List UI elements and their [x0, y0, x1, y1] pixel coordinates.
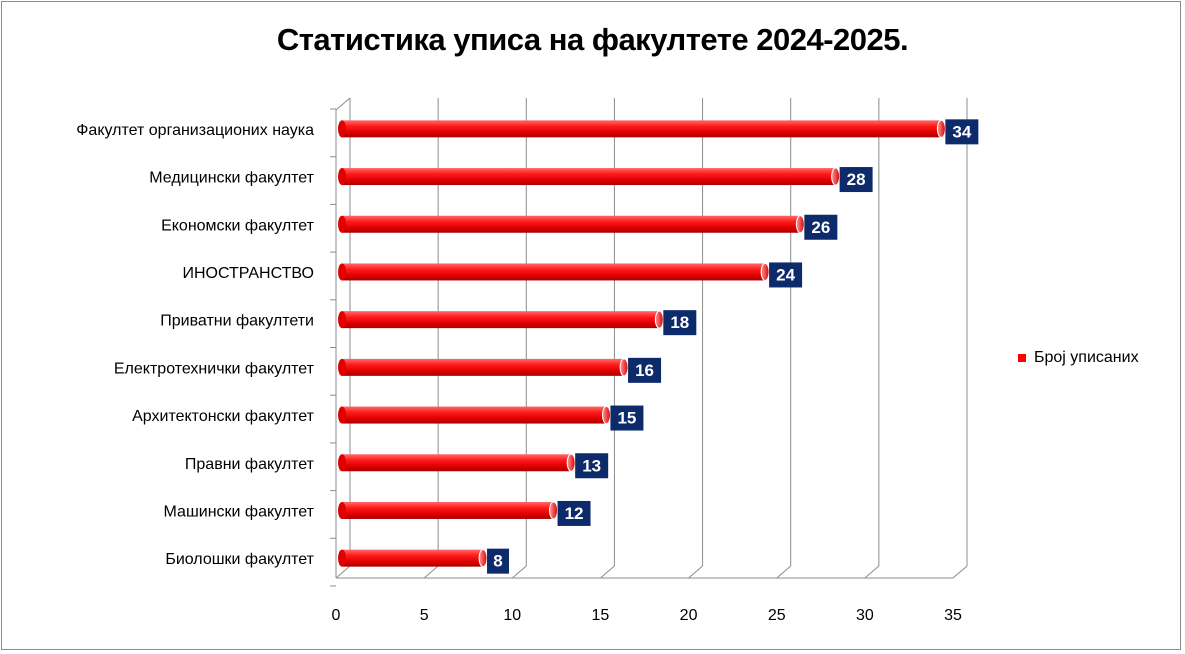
category-label: Правни факултет	[185, 456, 315, 473]
bar-start-cap	[338, 358, 346, 376]
bar-end-cap	[549, 501, 559, 520]
data-label-box	[557, 500, 591, 526]
bar-end-cap	[601, 406, 611, 425]
bar-start-cap	[338, 168, 346, 186]
bar-end-cap	[831, 167, 841, 186]
legend-swatch	[1018, 354, 1026, 362]
x-tick-label: 20	[680, 607, 698, 624]
bar	[342, 406, 607, 424]
bar	[342, 215, 801, 233]
data-label: 34	[952, 122, 971, 141]
bar-end-cap	[936, 119, 946, 138]
floor-tick	[864, 565, 880, 579]
bar-end-cap	[478, 549, 488, 568]
bar	[342, 120, 942, 138]
bar-start-cap	[338, 311, 346, 329]
bar-end-cap	[619, 358, 629, 377]
bar-start-cap	[338, 215, 346, 233]
data-label: 12	[565, 504, 584, 523]
floor-tick	[335, 565, 351, 579]
bar	[342, 358, 625, 376]
data-label-box	[945, 119, 979, 145]
data-label-box	[804, 214, 838, 240]
bar	[342, 501, 554, 519]
bar-end-cap	[566, 453, 576, 472]
legend: Број уписаних	[1018, 349, 1139, 367]
data-label: 24	[776, 265, 795, 284]
x-tick-label: 5	[420, 607, 429, 624]
category-label: Електротехнички факултет	[114, 360, 315, 377]
bar	[342, 263, 766, 281]
bar-start-cap	[338, 549, 346, 567]
x-tick-label: 30	[856, 607, 874, 624]
floor-tick	[688, 565, 703, 579]
data-label: 16	[635, 361, 654, 380]
floor-tick	[511, 565, 527, 579]
bar-start-cap	[338, 120, 346, 138]
floor-tick	[952, 565, 968, 579]
data-label-box	[663, 310, 697, 336]
data-label: 15	[617, 409, 636, 428]
bar-start-cap	[338, 454, 346, 472]
x-tick-label: 25	[768, 607, 786, 624]
category-label: Медицински факултет	[149, 170, 314, 187]
y-axis	[335, 97, 351, 578]
category-label: Приватни факултети	[160, 313, 314, 330]
category-label: Економски факултет	[161, 217, 315, 234]
bar	[342, 454, 572, 472]
bar	[342, 311, 660, 329]
bar-start-cap	[338, 501, 346, 519]
data-label-box	[839, 167, 873, 193]
data-label-box	[769, 262, 803, 288]
data-label-box	[628, 357, 662, 383]
x-tick-label: 35	[944, 607, 962, 624]
data-label: 26	[811, 218, 830, 237]
floor-tick	[600, 565, 615, 579]
chart-title: Статистика уписа на факултете 2024-2025.	[276, 22, 909, 57]
data-label: 28	[847, 170, 866, 189]
category-label: Машински факултет	[164, 503, 315, 520]
bar-end-cap	[654, 310, 664, 329]
bar-end-cap	[795, 215, 805, 234]
floor-tick	[776, 565, 792, 579]
bar	[342, 549, 484, 567]
data-label-box	[487, 548, 510, 574]
bar-start-cap	[338, 406, 346, 424]
bar	[342, 168, 836, 186]
data-label-box	[610, 405, 644, 431]
data-label: 13	[582, 456, 601, 475]
category-label: Факултет организационих наука	[76, 122, 314, 139]
category-label: Архитектонски факултет	[132, 408, 315, 425]
data-label-box	[575, 453, 609, 479]
legend-label: Број уписаних	[1034, 349, 1139, 366]
data-label: 8	[493, 552, 502, 571]
category-label: ИНОСТРАНСТВО	[182, 265, 314, 282]
category-label: Биолошки факултет	[165, 551, 314, 568]
data-label: 18	[670, 313, 689, 332]
floor-tick	[423, 565, 439, 579]
x-tick-label: 10	[503, 607, 521, 624]
bar-end-cap	[760, 262, 770, 281]
bar-start-cap	[338, 263, 346, 281]
x-tick-label: 15	[592, 607, 610, 624]
x-tick-label: 0	[332, 607, 341, 624]
